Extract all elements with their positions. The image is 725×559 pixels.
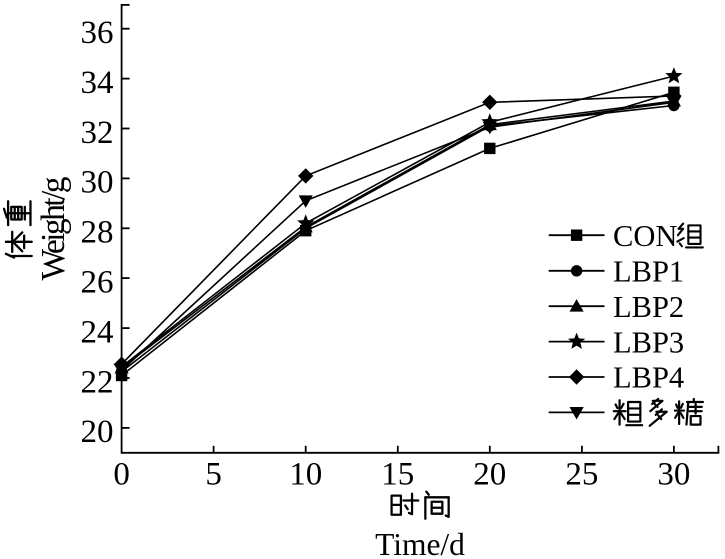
svg-text:34: 34 [81, 65, 114, 101]
svg-text:24: 24 [81, 314, 114, 350]
svg-text:0: 0 [113, 457, 130, 493]
svg-text:LBP4: LBP4 [613, 361, 684, 395]
svg-text:36: 36 [81, 15, 114, 51]
svg-text:LBP2: LBP2 [613, 290, 684, 324]
svg-text:Weight/g: Weight/g [35, 176, 72, 280]
svg-text:30: 30 [81, 165, 114, 201]
svg-text:15: 15 [381, 457, 414, 493]
svg-text:10: 10 [289, 457, 322, 493]
svg-text:Time/d: Time/d [375, 527, 465, 559]
svg-text:26: 26 [81, 264, 114, 300]
svg-text:28: 28 [81, 215, 114, 251]
svg-text:20: 20 [473, 457, 506, 493]
svg-text:32: 32 [81, 115, 114, 151]
svg-text:CON: CON [613, 219, 677, 253]
svg-text:22: 22 [81, 364, 114, 400]
svg-text:25: 25 [565, 457, 598, 493]
svg-text:5: 5 [205, 457, 222, 493]
svg-text:LBP1: LBP1 [613, 255, 684, 289]
svg-text:30: 30 [657, 457, 690, 493]
svg-text:20: 20 [81, 414, 114, 450]
svg-text:LBP3: LBP3 [613, 325, 684, 359]
